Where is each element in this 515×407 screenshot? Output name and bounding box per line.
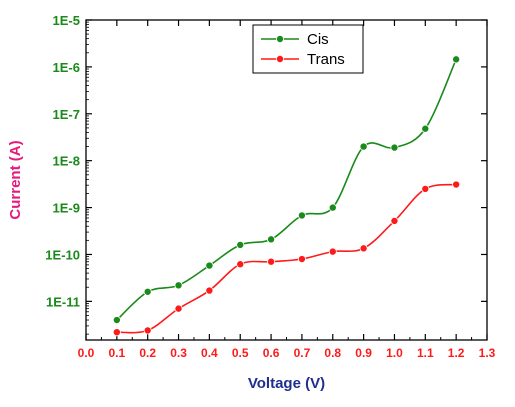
legend-box <box>252 24 364 74</box>
x-tick-label: 0.5 <box>232 346 249 360</box>
legend-label-cis: Cis <box>307 31 329 48</box>
y-tick-label: 1E-5 <box>53 13 80 28</box>
x-tick-label: 0.6 <box>263 346 280 360</box>
data-point-trans <box>205 286 214 295</box>
x-axis-ticks: 0.0 0.1 0.2 0.3 0.4 0.5 0.6 0.7 0.8 0.9 1.0 1.1 1.2 1… <box>78 20 496 360</box>
data-point-trans <box>421 184 430 193</box>
series-line-trans <box>116 183 457 334</box>
legend-label-trans: Trans <box>307 51 345 68</box>
data-point-cis <box>205 261 214 270</box>
data-point-cis <box>174 281 183 290</box>
x-tick-label: 0.0 <box>78 346 95 360</box>
data-point-trans <box>236 260 245 269</box>
data-point-cis <box>112 316 121 325</box>
data-point-cis <box>452 55 461 64</box>
data-point-trans <box>297 255 306 264</box>
x-tick-label: 0.7 <box>294 346 311 360</box>
x-axis-title: Voltage (V) <box>248 375 325 392</box>
y-tick-label: 1E-9 <box>53 201 80 216</box>
x-tick-label: 1.1 <box>417 346 434 360</box>
series-layer <box>112 55 461 337</box>
legend: Cis Trans <box>252 24 364 74</box>
data-point-trans <box>267 257 276 266</box>
x-tick-label: 1.0 <box>386 346 403 360</box>
data-point-cis <box>390 143 399 152</box>
y-axis-title: Current (A) <box>7 140 24 219</box>
data-point-cis <box>297 211 306 220</box>
data-point-trans <box>328 247 337 256</box>
x-tick-label: 0.1 <box>109 346 126 360</box>
x-tick-label: 0.8 <box>324 346 341 360</box>
x-tick-label: 0.2 <box>139 346 156 360</box>
y-tick-label: 1E-8 <box>53 154 80 169</box>
legend-marker-cis <box>275 35 284 44</box>
data-point-trans <box>112 328 121 337</box>
legend-marker-trans <box>275 55 284 64</box>
y-tick-label: 1E-6 <box>53 60 80 75</box>
data-point-cis <box>421 124 430 133</box>
data-point-cis <box>328 203 337 212</box>
data-point-trans <box>452 180 461 189</box>
data-point-trans <box>143 326 152 335</box>
y-axis-ticks: 1E-11 1E-10 1E-9 1E-8 1E-7 1E-6 1E-5 <box>45 13 487 335</box>
data-point-cis <box>236 240 245 249</box>
data-point-cis <box>359 142 368 151</box>
x-tick-label: 0.3 <box>170 346 187 360</box>
y-tick-label: 1E-10 <box>45 247 80 262</box>
series-line-cis <box>116 59 457 321</box>
data-point-cis <box>267 235 276 244</box>
x-tick-label: 0.4 <box>201 346 218 360</box>
x-tick-label: 1.3 <box>479 346 496 360</box>
x-tick-label: 0.9 <box>355 346 372 360</box>
y-tick-label: 1E-11 <box>46 294 80 309</box>
data-point-trans <box>390 216 399 225</box>
data-point-trans <box>359 244 368 253</box>
y-tick-label: 1E-7 <box>53 107 80 122</box>
data-point-trans <box>174 304 183 313</box>
x-tick-label: 1.2 <box>448 346 465 360</box>
data-point-cis <box>143 287 152 296</box>
